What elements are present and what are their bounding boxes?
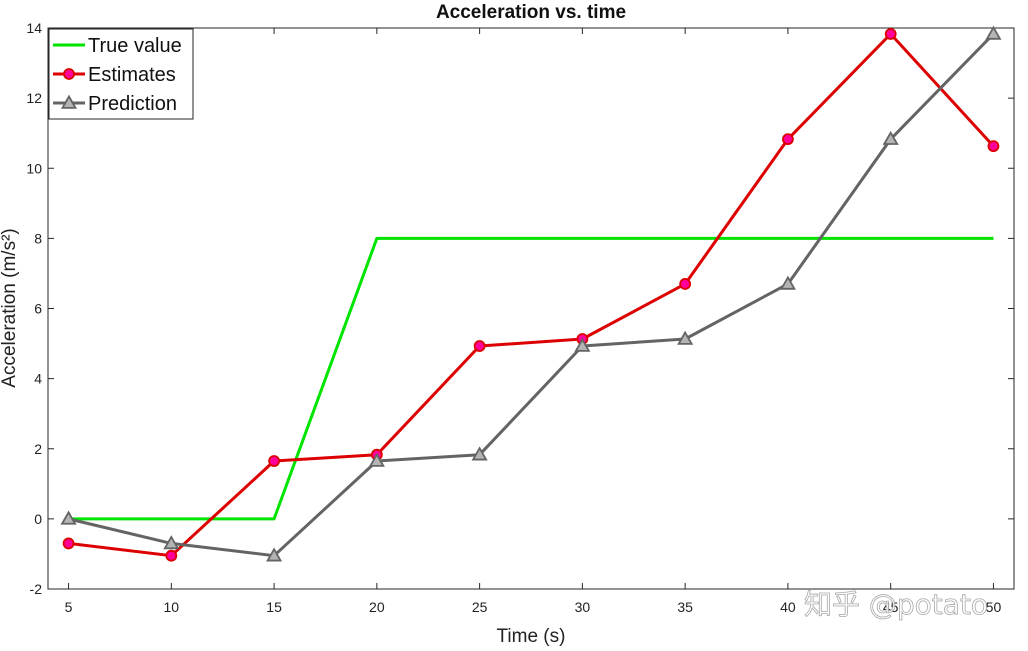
x-tick-label: 15 xyxy=(266,599,282,615)
y-tick-label: 6 xyxy=(34,301,42,317)
series-line-3 xyxy=(68,32,995,558)
x-tick-label: 10 xyxy=(164,599,180,615)
y-tick-label: 8 xyxy=(34,230,42,246)
prediction-point xyxy=(677,330,694,345)
y-tick-label: 4 xyxy=(34,371,42,387)
series-line-2 xyxy=(68,32,995,558)
y-tick-label: 12 xyxy=(26,90,42,106)
prediction-point xyxy=(471,446,488,461)
prediction-point xyxy=(266,547,283,562)
prediction-point xyxy=(60,94,78,109)
series-line-1 xyxy=(68,236,994,521)
prediction-point xyxy=(60,510,77,525)
x-tick-label: 40 xyxy=(780,599,796,615)
x-tick-label: 30 xyxy=(575,599,591,615)
estimate-point xyxy=(63,68,75,80)
y-tick-label: 10 xyxy=(26,160,42,176)
estimate-point xyxy=(679,278,692,290)
estimate-point xyxy=(884,28,897,40)
prediction-point xyxy=(882,130,899,145)
x-tick-label: 45 xyxy=(883,599,899,615)
y-tick-label: 14 xyxy=(26,20,42,36)
prediction-point xyxy=(574,337,591,352)
estimate-point xyxy=(987,140,1000,153)
legend-label-1: True value xyxy=(88,35,182,57)
series-true-value xyxy=(68,236,994,521)
prediction-point xyxy=(368,452,385,467)
estimate-point xyxy=(473,340,486,352)
y-tick-label: -2 xyxy=(30,581,43,597)
prediction-point xyxy=(985,25,1002,40)
legend-label-3: Prediction xyxy=(88,93,177,115)
y-tick-label: 0 xyxy=(34,511,42,527)
estimate-point xyxy=(782,133,794,146)
x-tick-label: 5 xyxy=(65,599,73,615)
estimate-point xyxy=(62,537,75,550)
series-estimates xyxy=(62,28,1000,562)
x-tick-label: 35 xyxy=(677,599,693,615)
y-axis-label: Acceleration (m/s²) xyxy=(0,228,20,387)
estimate-point xyxy=(165,549,178,562)
y-tick-label: 2 xyxy=(34,441,42,457)
prediction-point xyxy=(779,275,796,290)
series-prediction xyxy=(60,25,1002,562)
x-axis-label: Time (s) xyxy=(497,626,566,647)
x-tick-label: 25 xyxy=(472,599,488,615)
chart-title: Acceleration vs. time xyxy=(436,2,626,23)
x-tick-label: 20 xyxy=(369,599,385,615)
x-tick-label: 50 xyxy=(986,599,1002,615)
prediction-point xyxy=(163,535,180,550)
legend-label-2: Estimates xyxy=(88,64,176,86)
watermark: 知乎 @potato xyxy=(804,588,988,621)
estimate-point xyxy=(268,455,280,467)
